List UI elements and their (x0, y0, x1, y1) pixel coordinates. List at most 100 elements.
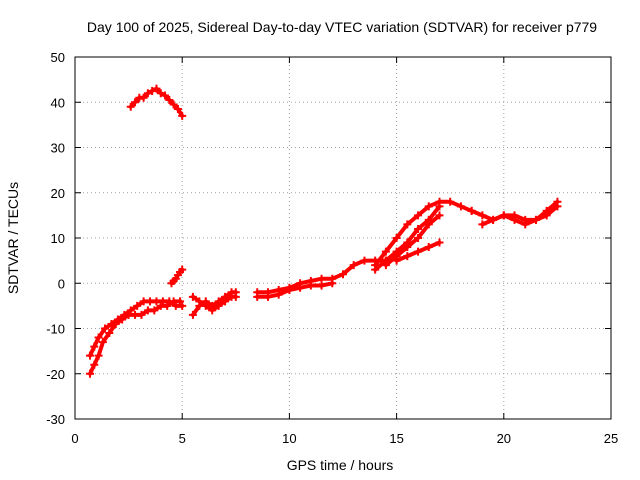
y-tick-label: 10 (51, 231, 65, 246)
y-tick-label: 50 (51, 50, 65, 65)
data-point (169, 100, 178, 109)
data-point (531, 215, 540, 224)
series-track-c (126, 84, 187, 120)
y-tick-label: 30 (51, 141, 65, 156)
y-axis-label: SDTVAR / TECUs (5, 182, 21, 294)
data-point (90, 360, 99, 369)
data-point (381, 261, 390, 270)
data-series (86, 84, 562, 378)
y-tick-label: 20 (51, 186, 65, 201)
data-point (137, 310, 146, 319)
y-tick-label: -20 (46, 367, 65, 382)
data-point (253, 292, 262, 301)
data-point (403, 220, 412, 229)
data-point (424, 243, 433, 252)
series-track-f (188, 292, 240, 315)
data-point (86, 351, 95, 360)
data-point (208, 306, 217, 315)
data-point (150, 306, 159, 315)
data-point (414, 234, 423, 242)
data-point (163, 301, 172, 310)
data-point (317, 281, 326, 290)
data-point (94, 333, 103, 342)
series-trace (373, 199, 474, 268)
data-point (467, 206, 476, 215)
data-point (424, 202, 433, 211)
y-tick-labels: -30 -20 -10 0 10 20 30 40 50 (46, 50, 65, 427)
data-point (456, 202, 465, 211)
data-point (148, 86, 157, 95)
data-point (317, 274, 326, 283)
series-track-k (381, 211, 444, 270)
data-point (165, 95, 174, 104)
data-point (328, 279, 337, 288)
data-point (403, 243, 412, 252)
data-point (221, 297, 230, 306)
data-point (178, 301, 187, 310)
y-tick-label: -30 (46, 412, 65, 427)
data-point (435, 238, 444, 247)
data-point (86, 369, 95, 378)
data-point (143, 89, 152, 98)
data-point (94, 351, 103, 360)
data-point (339, 270, 347, 279)
data-point (156, 89, 165, 98)
data-point (403, 252, 412, 261)
x-tick-label: 15 (389, 431, 403, 446)
data-point (285, 286, 294, 295)
x-tick-label: 0 (71, 431, 78, 446)
data-point (414, 211, 423, 220)
series-track-n (478, 197, 562, 229)
chart-title: Day 100 of 2025, Sidereal Day-to-day VTE… (87, 19, 597, 35)
x-tick-label: 10 (282, 431, 296, 446)
data-point (173, 105, 182, 114)
data-point (231, 292, 240, 301)
data-point (381, 247, 390, 256)
data-point (214, 301, 223, 310)
data-point (392, 256, 401, 265)
data-point (489, 215, 498, 224)
data-point (98, 338, 107, 347)
data-point (263, 292, 272, 301)
x-axis-label: GPS time / hours (287, 457, 394, 473)
data-point (371, 265, 380, 274)
x-tick-label: 5 (179, 431, 186, 446)
data-point (178, 111, 187, 120)
data-point (414, 224, 423, 233)
series-track-a (86, 297, 187, 360)
data-point (349, 261, 358, 270)
data-point (446, 197, 455, 206)
data-point (542, 206, 551, 215)
data-point (152, 84, 161, 93)
data-point (510, 215, 519, 224)
y-tick-label: 0 (58, 276, 65, 291)
plot-frame (74, 56, 612, 420)
x-tick-labels: 0 5 10 15 20 25 (71, 431, 618, 446)
data-point (139, 93, 148, 102)
data-point (188, 310, 197, 319)
x-tick-label: 25 (604, 431, 618, 446)
data-point (161, 91, 170, 100)
data-point (118, 315, 127, 324)
series-trace (383, 213, 442, 268)
series-track-d (167, 265, 187, 288)
data-point (521, 220, 530, 229)
data-point (435, 202, 444, 211)
data-point (499, 211, 508, 220)
data-point (306, 281, 315, 290)
data-point (274, 290, 283, 299)
grid-lines (75, 57, 611, 419)
y-tick-label: 40 (51, 95, 65, 110)
y-tick-label: -10 (46, 322, 65, 337)
series-track-h (253, 279, 337, 301)
series-track-l (392, 238, 444, 265)
data-point (414, 247, 423, 256)
data-point (478, 220, 487, 229)
data-point (360, 256, 369, 265)
data-point (126, 102, 135, 111)
series-track-b (86, 297, 185, 378)
data-point (101, 324, 110, 333)
data-point (111, 319, 120, 328)
data-point (392, 234, 401, 242)
